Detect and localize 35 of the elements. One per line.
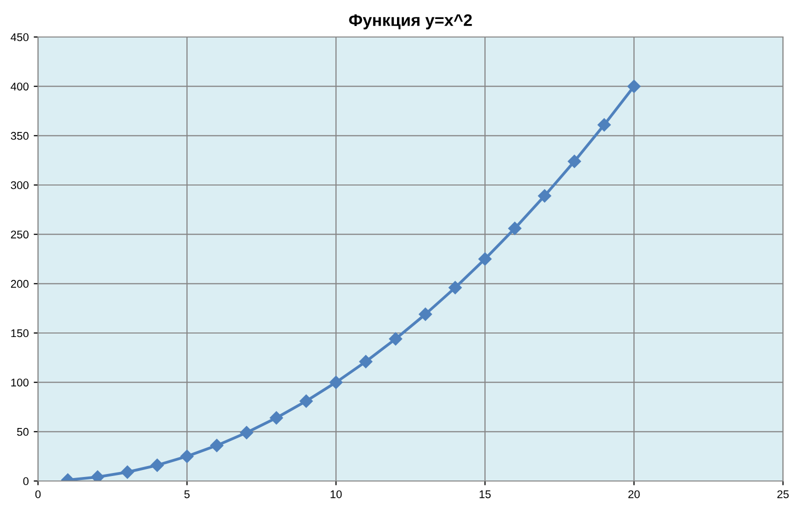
x-tick-label: 0 [35, 490, 41, 498]
x-tick-label: 25 [777, 490, 789, 498]
point [478, 252, 492, 266]
point [270, 411, 283, 424]
point [538, 189, 552, 202]
point [448, 281, 462, 294]
point [329, 376, 343, 389]
y-tick-label: 0 [23, 477, 29, 486]
y-tick-label: 350 [10, 132, 29, 140]
chart-title: Функция y=x^2 [349, 14, 472, 30]
y-tick-label: 50 [17, 428, 29, 436]
x-tick-label: 10 [330, 490, 342, 498]
point [508, 222, 522, 235]
y-tick-label: 400 [10, 82, 29, 90]
y-tick-label: 150 [11, 329, 29, 338]
y-tick-label: 200 [10, 280, 29, 288]
point [210, 438, 224, 452]
point [240, 426, 254, 440]
y-tick-label: 100 [11, 378, 29, 386]
y-tick-label: 250 [10, 230, 29, 238]
x-tick-label: 20 [628, 490, 640, 498]
point [568, 154, 581, 168]
point [627, 80, 641, 93]
point [300, 394, 313, 408]
x-tick-label: 5 [184, 490, 190, 498]
point [150, 458, 164, 472]
y-tick-label: 300 [10, 181, 29, 190]
point [180, 450, 194, 463]
x-tick-label: 15 [480, 490, 491, 498]
point [389, 332, 402, 346]
point [359, 355, 372, 368]
point [120, 466, 134, 479]
point [598, 118, 611, 132]
point [418, 308, 432, 321]
y-tick-label: 450 [10, 33, 29, 42]
